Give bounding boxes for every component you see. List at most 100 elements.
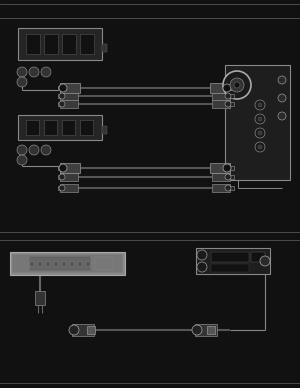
Bar (210, 163, 230, 173)
Bar (87, 326, 95, 334)
Circle shape (225, 85, 231, 91)
Bar (230, 86, 234, 90)
Bar (10, 252, 125, 275)
Bar (44, 120, 57, 135)
Circle shape (255, 142, 265, 152)
Bar (60, 83, 80, 93)
Bar (102, 126, 107, 134)
Circle shape (197, 250, 207, 260)
Circle shape (234, 82, 240, 88)
Bar (35, 291, 45, 305)
Circle shape (59, 165, 65, 171)
Bar (230, 175, 234, 179)
Circle shape (255, 114, 265, 124)
Circle shape (38, 262, 43, 267)
Circle shape (41, 145, 51, 155)
Bar (251, 252, 265, 262)
Bar (58, 186, 62, 190)
Bar (212, 173, 230, 181)
Circle shape (70, 262, 74, 267)
Bar (230, 94, 234, 98)
Circle shape (17, 155, 27, 165)
Bar (60, 100, 78, 108)
Circle shape (17, 77, 27, 87)
Bar (58, 102, 62, 106)
Circle shape (255, 128, 265, 138)
Circle shape (230, 78, 244, 92)
Circle shape (61, 262, 67, 267)
Circle shape (59, 164, 67, 172)
Circle shape (225, 185, 231, 191)
Bar (60, 164, 78, 172)
Bar (60, 184, 78, 192)
Circle shape (258, 117, 262, 121)
Circle shape (192, 325, 202, 335)
Circle shape (258, 145, 262, 149)
Circle shape (223, 84, 231, 92)
Bar (30, 257, 90, 270)
Circle shape (41, 67, 51, 77)
Bar (95, 257, 113, 270)
Circle shape (258, 131, 262, 135)
Circle shape (29, 67, 39, 77)
Bar (195, 324, 217, 336)
Bar (60, 163, 80, 173)
Circle shape (59, 84, 67, 92)
Bar (210, 83, 230, 93)
Circle shape (46, 262, 50, 267)
Circle shape (77, 262, 83, 267)
Circle shape (59, 174, 65, 180)
Circle shape (258, 103, 262, 107)
Circle shape (53, 262, 58, 267)
Circle shape (59, 101, 65, 107)
Circle shape (223, 164, 231, 172)
Bar (62, 34, 76, 54)
Circle shape (59, 185, 65, 191)
Bar (72, 324, 94, 336)
Circle shape (225, 174, 231, 180)
Bar (26, 34, 40, 54)
Circle shape (85, 262, 91, 267)
Bar (58, 86, 62, 90)
Circle shape (278, 112, 286, 120)
Circle shape (278, 94, 286, 102)
Circle shape (260, 256, 270, 266)
Circle shape (29, 145, 39, 155)
Bar (44, 34, 58, 54)
Circle shape (223, 71, 251, 99)
Bar (62, 120, 75, 135)
Bar (212, 184, 230, 192)
Bar (230, 166, 234, 170)
Bar (60, 92, 78, 100)
Circle shape (17, 145, 27, 155)
Circle shape (225, 165, 231, 171)
Circle shape (59, 93, 65, 99)
Bar (207, 326, 215, 334)
Bar (212, 92, 230, 100)
Circle shape (69, 325, 79, 335)
Circle shape (225, 93, 231, 99)
Circle shape (278, 76, 286, 84)
Bar (211, 252, 249, 262)
Circle shape (29, 262, 34, 267)
Circle shape (59, 85, 65, 91)
Bar (212, 100, 230, 108)
Bar (18, 115, 102, 140)
Bar (212, 84, 230, 92)
Bar (80, 120, 93, 135)
Circle shape (17, 67, 27, 77)
Bar (230, 102, 234, 106)
Bar (212, 164, 230, 172)
Bar (196, 248, 270, 274)
Bar (60, 84, 78, 92)
Circle shape (197, 262, 207, 272)
Bar (102, 44, 107, 52)
Bar (26, 120, 39, 135)
Circle shape (225, 101, 231, 107)
Bar (58, 94, 62, 98)
Bar (230, 186, 234, 190)
Bar (211, 264, 249, 272)
Bar (18, 28, 102, 60)
Bar (225, 65, 290, 180)
Bar (80, 34, 94, 54)
